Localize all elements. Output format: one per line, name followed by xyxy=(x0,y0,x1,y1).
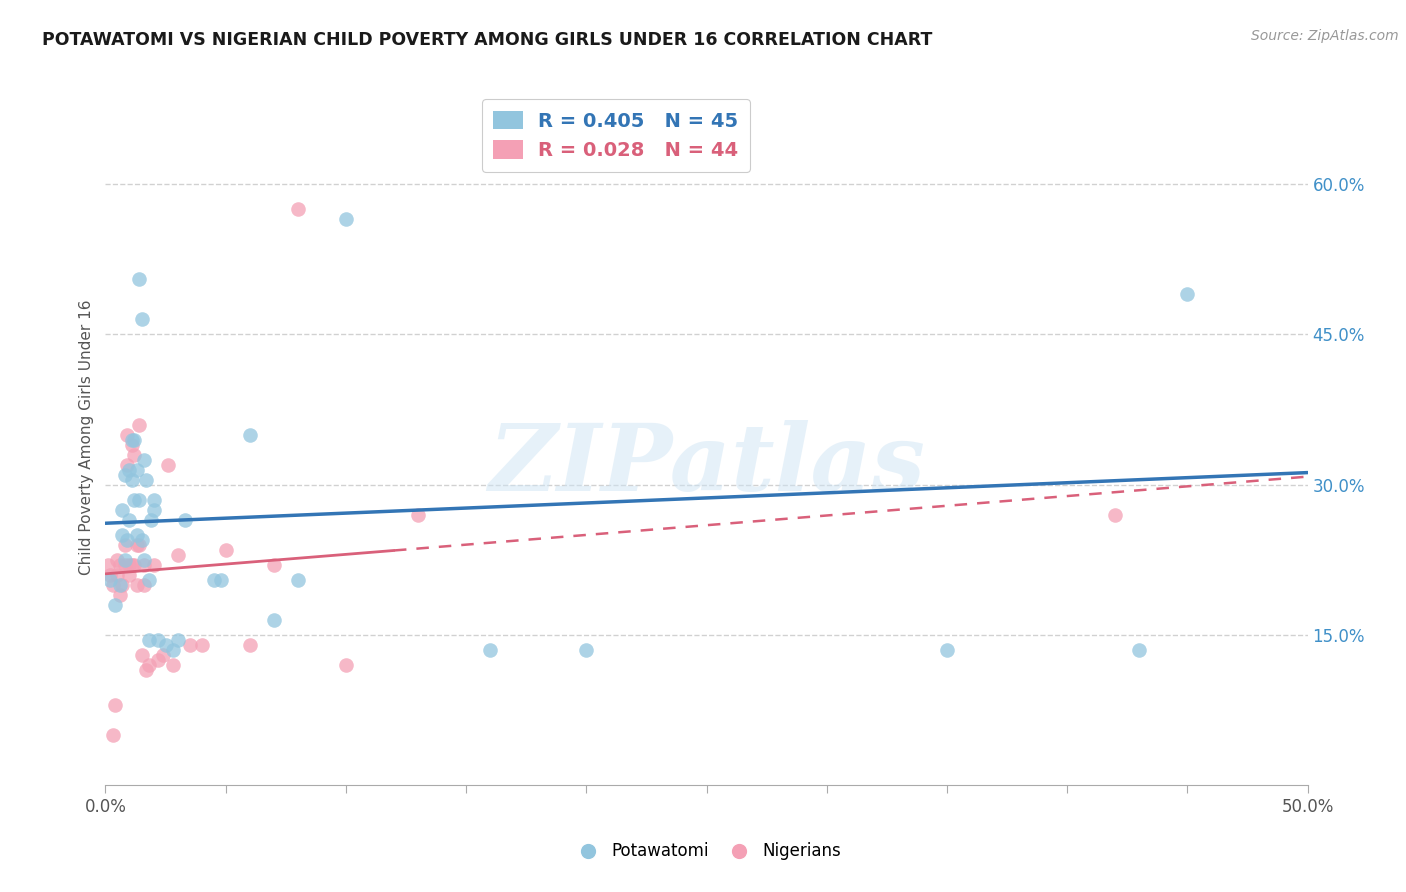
Point xyxy=(114,538,136,552)
Text: ZIPatlas: ZIPatlas xyxy=(488,420,925,510)
Point xyxy=(131,648,153,662)
Point xyxy=(936,642,959,657)
Point xyxy=(115,533,138,547)
Point xyxy=(1175,287,1198,301)
Point xyxy=(111,527,134,541)
Point xyxy=(202,573,225,587)
Point xyxy=(287,202,309,217)
Point xyxy=(287,573,309,587)
Point xyxy=(406,508,429,522)
Point xyxy=(124,433,146,447)
Point xyxy=(239,427,262,442)
Legend: Potawatomi, Nigerians: Potawatomi, Nigerians xyxy=(565,836,848,867)
Text: Source: ZipAtlas.com: Source: ZipAtlas.com xyxy=(1251,29,1399,43)
Point xyxy=(97,558,120,572)
Point xyxy=(239,638,262,652)
Point xyxy=(124,492,146,507)
Point xyxy=(335,212,357,227)
Point xyxy=(115,427,138,442)
Point xyxy=(121,558,143,572)
Point xyxy=(108,558,131,572)
Point xyxy=(114,467,136,482)
Point xyxy=(162,642,184,657)
Point xyxy=(107,567,129,582)
Point xyxy=(179,638,201,652)
Point xyxy=(114,558,136,572)
Point xyxy=(114,552,136,566)
Point xyxy=(162,657,184,672)
Point xyxy=(98,567,121,582)
Point xyxy=(209,573,232,587)
Point xyxy=(121,437,143,451)
Point xyxy=(115,458,138,472)
Point xyxy=(135,473,157,487)
Point xyxy=(335,657,357,672)
Point xyxy=(104,598,127,612)
Point xyxy=(125,538,148,552)
Point xyxy=(131,312,153,326)
Point xyxy=(138,657,160,672)
Point xyxy=(108,578,131,592)
Point xyxy=(118,558,141,572)
Point xyxy=(263,558,285,572)
Point xyxy=(118,462,141,476)
Point xyxy=(1128,642,1150,657)
Point xyxy=(98,573,121,587)
Point xyxy=(148,632,170,647)
Point xyxy=(1104,508,1126,522)
Point xyxy=(121,433,143,447)
Point xyxy=(128,272,150,286)
Point xyxy=(173,513,195,527)
Point xyxy=(135,663,157,677)
Point xyxy=(575,642,598,657)
Point xyxy=(132,452,155,467)
Point xyxy=(118,567,141,582)
Point xyxy=(128,492,150,507)
Point xyxy=(139,513,162,527)
Point xyxy=(138,632,160,647)
Point xyxy=(696,137,718,152)
Point xyxy=(125,527,148,541)
Point xyxy=(148,653,170,667)
Point xyxy=(128,538,150,552)
Point xyxy=(152,648,174,662)
Point xyxy=(190,638,212,652)
Point xyxy=(142,492,165,507)
Point xyxy=(166,632,188,647)
Y-axis label: Child Poverty Among Girls Under 16: Child Poverty Among Girls Under 16 xyxy=(79,300,94,574)
Point xyxy=(124,448,146,462)
Point xyxy=(142,502,165,516)
Point xyxy=(132,558,155,572)
Point xyxy=(132,552,155,566)
Point xyxy=(166,548,188,562)
Point xyxy=(479,642,502,657)
Point xyxy=(125,462,148,476)
Point xyxy=(121,473,143,487)
Point xyxy=(131,533,153,547)
Point xyxy=(155,638,177,652)
Text: POTAWATOMI VS NIGERIAN CHILD POVERTY AMONG GIRLS UNDER 16 CORRELATION CHART: POTAWATOMI VS NIGERIAN CHILD POVERTY AMO… xyxy=(42,31,932,49)
Point xyxy=(125,578,148,592)
Point xyxy=(108,588,131,602)
Point xyxy=(104,698,127,712)
Point xyxy=(128,417,150,432)
Point xyxy=(138,573,160,587)
Point xyxy=(156,458,179,472)
Point xyxy=(132,578,155,592)
Point xyxy=(142,558,165,572)
Point xyxy=(124,558,146,572)
Point xyxy=(118,513,141,527)
Point xyxy=(111,502,134,516)
Point xyxy=(101,728,124,742)
Point xyxy=(214,542,236,557)
Point xyxy=(111,578,134,592)
Point xyxy=(263,613,285,627)
Point xyxy=(101,578,124,592)
Point xyxy=(107,552,129,566)
